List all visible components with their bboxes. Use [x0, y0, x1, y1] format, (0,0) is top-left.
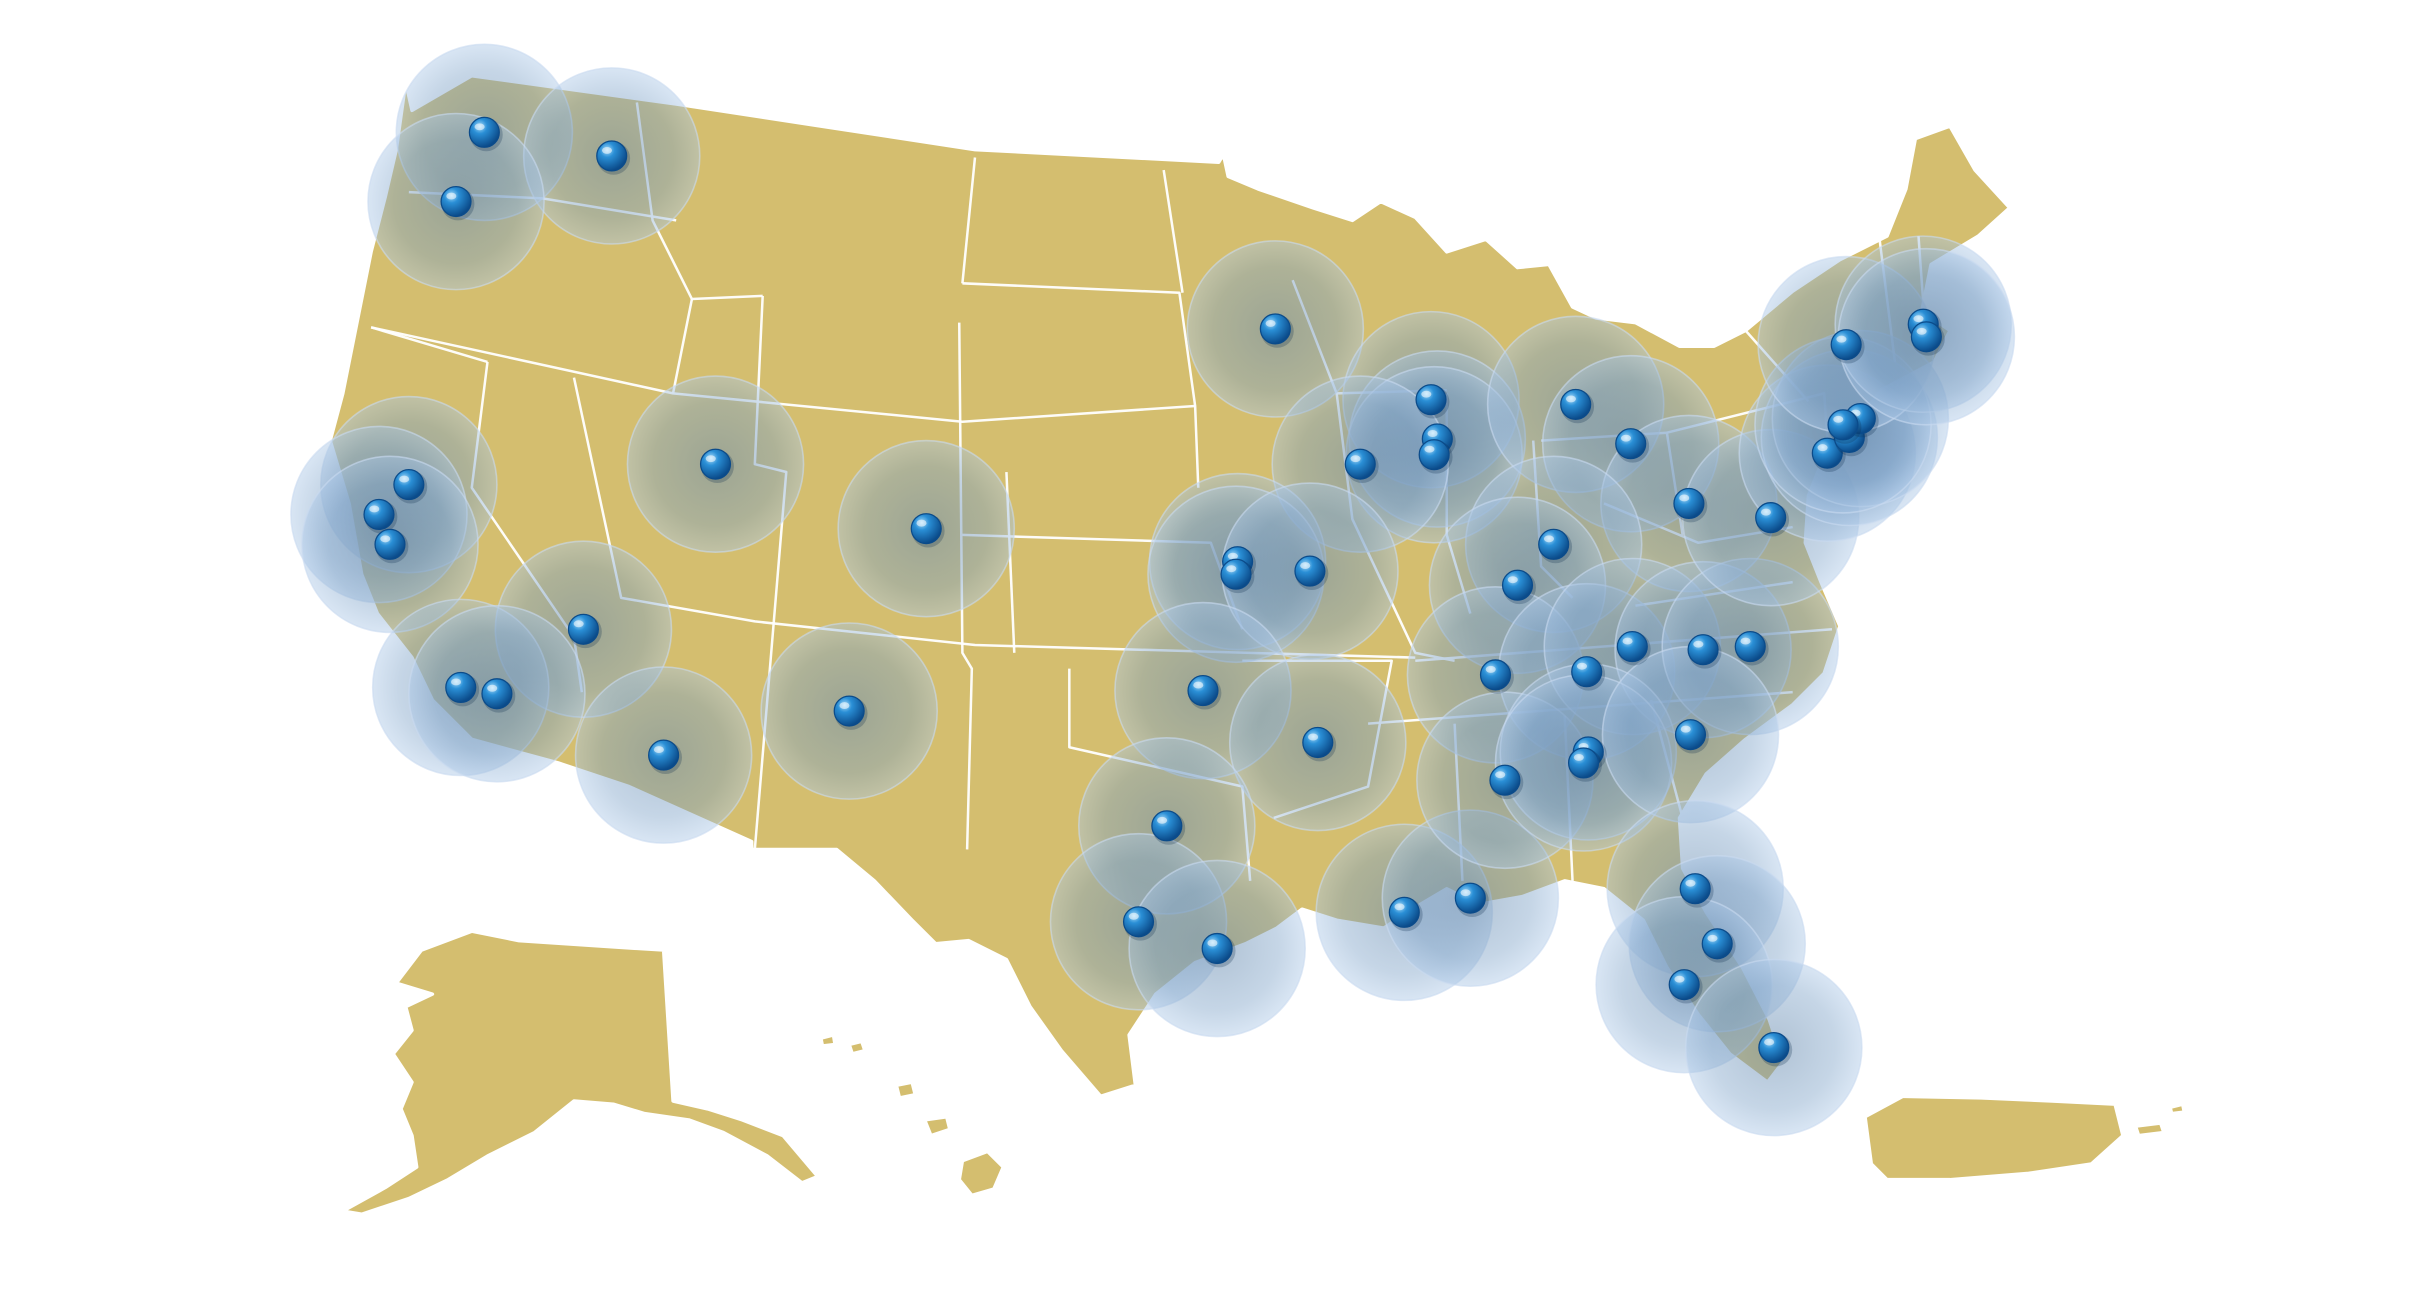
- location-pin-icon[interactable]: [1151, 810, 1186, 845]
- location-pin-icon[interactable]: [1489, 764, 1524, 800]
- location-pin-icon[interactable]: [393, 469, 428, 504]
- location-pin-icon[interactable]: [1616, 631, 1651, 666]
- location-pin-icon[interactable]: [440, 185, 475, 221]
- location-pin-icon[interactable]: [1122, 906, 1157, 941]
- location-pin-icon[interactable]: [1538, 528, 1573, 564]
- location-pin-icon[interactable]: [648, 739, 683, 774]
- location-pin-icon[interactable]: [1187, 675, 1222, 710]
- location-pin-icon[interactable]: [363, 498, 398, 534]
- location-pin-icon[interactable]: [1479, 659, 1514, 694]
- location-pin-icon[interactable]: [596, 140, 631, 175]
- location-pin-icon[interactable]: [1560, 388, 1595, 424]
- location-pin-icon[interactable]: [1679, 873, 1714, 908]
- location-pin-icon[interactable]: [1687, 634, 1722, 669]
- location-pin-icon[interactable]: [1673, 487, 1708, 523]
- location-pin-icon[interactable]: [1415, 384, 1450, 419]
- alaska-landmass: [341, 929, 820, 1216]
- location-pin-icon[interactable]: [1501, 569, 1536, 605]
- location-pin-icon[interactable]: [1294, 555, 1329, 590]
- location-pin-icon[interactable]: [1755, 502, 1790, 537]
- location-pin-icon[interactable]: [1701, 928, 1736, 963]
- location-pin-icon[interactable]: [374, 528, 409, 564]
- location-pin-icon[interactable]: [833, 695, 868, 730]
- location-pin-icon[interactable]: [1734, 631, 1769, 666]
- location-pin-icon[interactable]: [1567, 747, 1602, 782]
- location-pin-icon[interactable]: [468, 116, 503, 152]
- location-pin-icon[interactable]: [1418, 439, 1453, 474]
- location-pin-icon[interactable]: [1388, 896, 1423, 932]
- location-pin-icon[interactable]: [1454, 882, 1489, 918]
- location-pin-icon[interactable]: [1827, 409, 1862, 444]
- puerto-rico-landmass: [1863, 1094, 2125, 1182]
- location-pin-icon[interactable]: [1344, 448, 1379, 484]
- location-pin-icon[interactable]: [567, 613, 602, 649]
- location-pin-icon[interactable]: [1259, 313, 1294, 348]
- location-markers: [363, 116, 1945, 1067]
- location-pin-icon[interactable]: [910, 513, 945, 548]
- location-pin-icon[interactable]: [1830, 329, 1865, 364]
- location-pin-icon[interactable]: [1668, 969, 1703, 1004]
- location-pin-icon[interactable]: [1201, 932, 1236, 968]
- location-pin-icon[interactable]: [1674, 719, 1709, 754]
- location-pin-icon[interactable]: [1220, 558, 1255, 594]
- location-pin-icon[interactable]: [481, 678, 516, 713]
- location-pin-icon[interactable]: [1302, 726, 1337, 762]
- hawaii-islands: [819, 1033, 1006, 1198]
- location-pin-icon[interactable]: [699, 448, 734, 484]
- location-pin-icon[interactable]: [445, 671, 480, 707]
- location-pin-icon[interactable]: [1571, 656, 1606, 691]
- location-pin-icon[interactable]: [1758, 1032, 1793, 1067]
- location-pin-icon[interactable]: [1910, 321, 1945, 356]
- location-pin-icon[interactable]: [1615, 428, 1650, 463]
